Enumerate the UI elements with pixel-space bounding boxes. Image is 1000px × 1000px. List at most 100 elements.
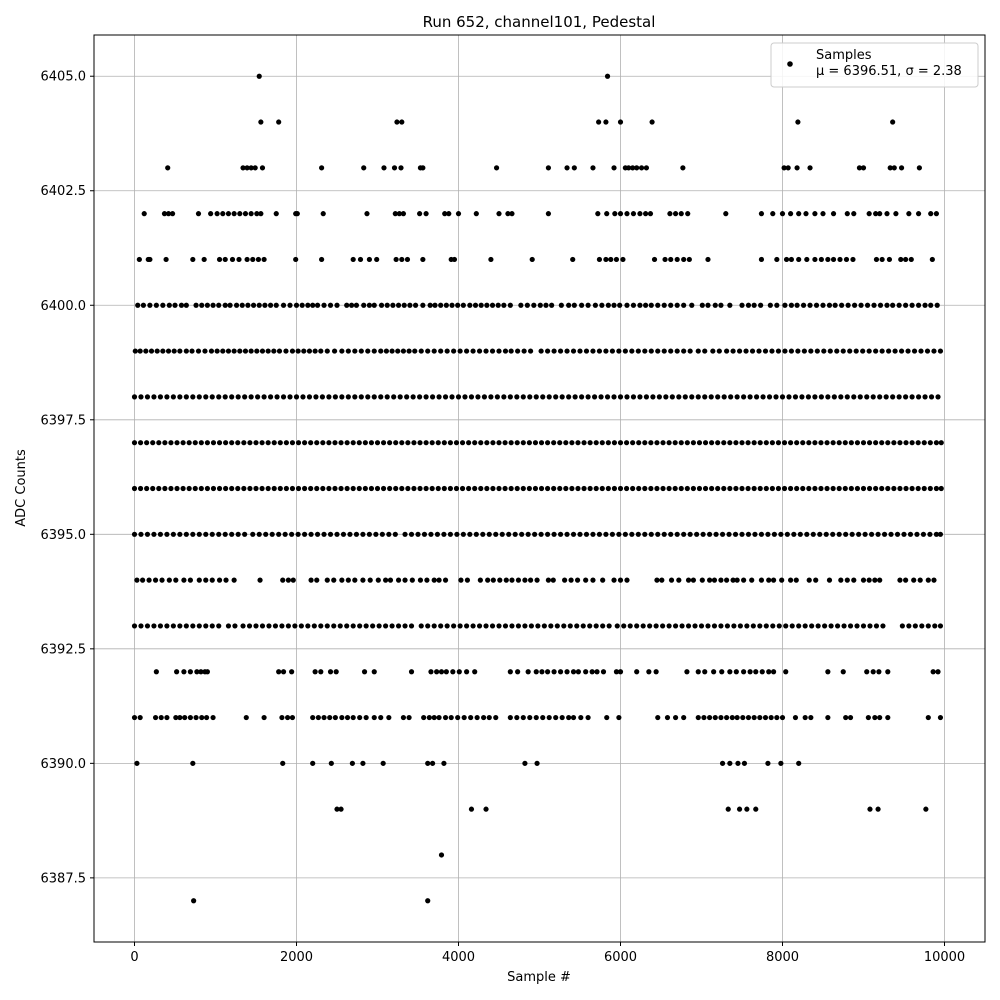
data-point (151, 531, 157, 537)
data-point (699, 577, 705, 583)
data-point (545, 348, 551, 354)
data-point (187, 669, 193, 675)
data-point (533, 669, 539, 675)
data-point (374, 256, 380, 263)
data-point (174, 440, 180, 446)
data-point (866, 485, 873, 492)
data-point (507, 302, 513, 308)
data-point (449, 302, 455, 308)
data-point (925, 714, 931, 721)
y-tick-label: 6405.0 (41, 70, 87, 85)
data-point (468, 806, 475, 812)
data-point (725, 806, 731, 812)
data-point (391, 394, 397, 400)
data-point (283, 485, 289, 492)
data-point (596, 531, 603, 537)
data-point (695, 669, 701, 675)
data-point (794, 302, 800, 308)
data-point (447, 531, 453, 537)
data-point (581, 440, 587, 446)
data-point (344, 623, 350, 629)
data-point (775, 485, 782, 492)
data-point (687, 531, 693, 537)
data-point (480, 531, 486, 537)
data-point (170, 531, 176, 537)
data-point (613, 256, 620, 263)
data-point (630, 165, 636, 171)
data-point (921, 485, 927, 492)
data-point (804, 531, 810, 537)
data-point (630, 394, 637, 400)
data-point (938, 440, 944, 446)
data-point (259, 623, 266, 629)
data-point (879, 256, 885, 263)
data-point (442, 394, 449, 400)
data-point (684, 485, 690, 492)
x-tick-label: 8000 (766, 950, 799, 965)
data-point (393, 485, 399, 492)
data-point (314, 577, 320, 583)
data-point (441, 485, 447, 492)
data-point (490, 485, 496, 492)
data-point (849, 531, 855, 537)
data-point (654, 485, 660, 492)
data-point (851, 577, 857, 583)
data-point (724, 714, 730, 721)
data-point (486, 531, 492, 537)
data-point (674, 531, 680, 537)
data-point (719, 669, 725, 675)
data-point (144, 440, 150, 446)
data-point (745, 440, 751, 446)
data-point (222, 531, 228, 537)
data-point (727, 485, 733, 492)
data-point (293, 394, 300, 400)
data-point (890, 302, 896, 308)
data-point (470, 348, 476, 354)
data-point (262, 302, 268, 308)
data-point (822, 623, 828, 629)
data-point (163, 256, 169, 263)
data-point (620, 256, 626, 263)
data-point (290, 577, 296, 583)
data-point (198, 669, 204, 675)
data-point (248, 165, 254, 171)
data-point (563, 440, 569, 446)
data-point (825, 714, 831, 721)
data-point (775, 440, 782, 446)
data-point (820, 302, 826, 308)
data-point (474, 714, 480, 721)
data-point (590, 165, 596, 171)
data-point (823, 531, 829, 537)
data-point (921, 440, 927, 446)
data-point (216, 531, 222, 537)
data-point (365, 348, 371, 354)
data-point (464, 669, 470, 675)
data-point (522, 577, 528, 583)
data-point (608, 256, 614, 263)
data-point (931, 348, 937, 354)
data-point (186, 440, 192, 446)
data-point (459, 440, 466, 446)
data-point (131, 440, 138, 446)
data-point (796, 256, 802, 263)
data-point (596, 256, 603, 263)
data-point (825, 256, 831, 263)
data-point (674, 302, 680, 308)
x-tick-label: 6000 (604, 950, 637, 965)
data-point (925, 577, 931, 583)
data-point (190, 760, 196, 766)
data-point (692, 623, 698, 629)
y-axis-label: ADC Counts (14, 449, 29, 527)
data-point (208, 211, 214, 217)
data-point (705, 256, 711, 263)
data-point (624, 302, 630, 308)
data-point (561, 623, 567, 629)
data-point (190, 394, 196, 400)
data-point (744, 623, 750, 629)
data-point (922, 394, 928, 400)
data-point (795, 119, 801, 125)
data-point (922, 302, 928, 308)
data-point (313, 394, 319, 400)
data-point (894, 531, 901, 537)
data-point (432, 302, 438, 308)
